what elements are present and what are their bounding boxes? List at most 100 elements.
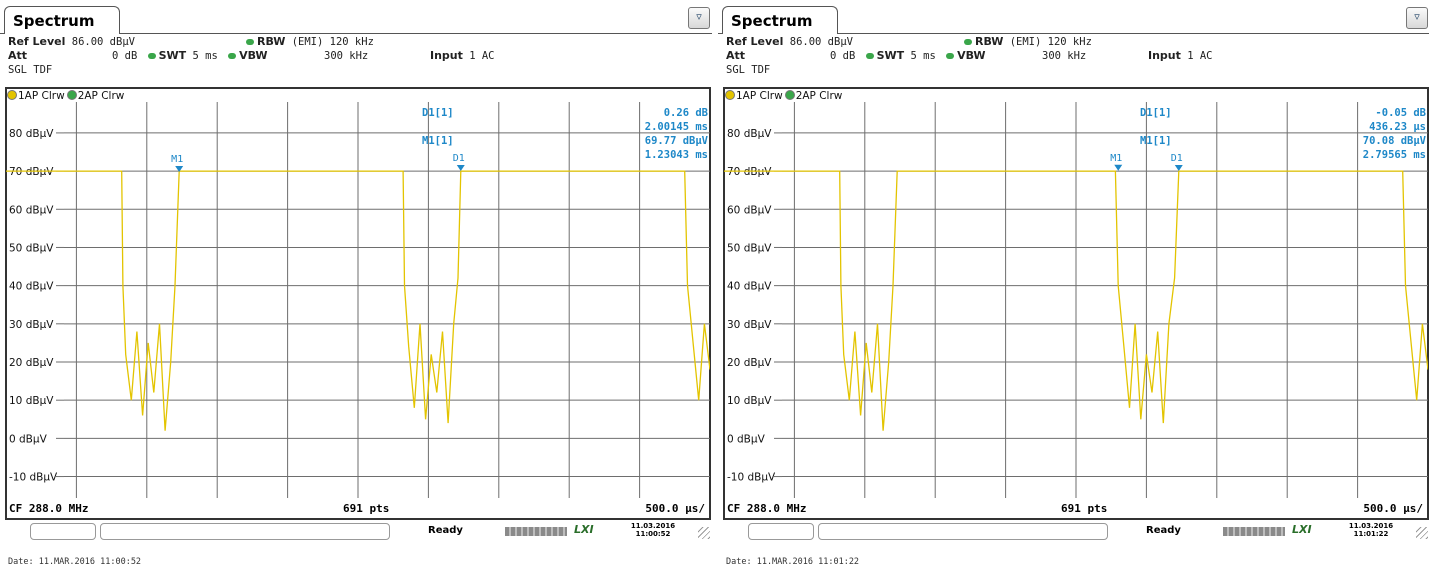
- resize-grip-icon[interactable]: [1416, 527, 1428, 539]
- progress-bar: [1223, 527, 1285, 536]
- input-label: Input: [430, 49, 463, 62]
- status-field-2[interactable]: [100, 523, 390, 540]
- y-tick-label: 70 dBµV: [9, 166, 54, 178]
- sweep-mode: SGL TDF: [726, 64, 771, 76]
- settings-panel: Ref Level 86.00 dBµV RBW (EMI) 120 kHz A…: [726, 35, 1426, 87]
- ref-level-label: Ref Level: [726, 35, 784, 48]
- rbw-label: RBW: [257, 35, 286, 48]
- preset-icon[interactable]: ▿: [688, 7, 710, 29]
- marker-readout-value: 70.08 dBµV: [1363, 135, 1427, 147]
- marker-d1-icon[interactable]: [456, 164, 465, 171]
- status-text: Ready: [1146, 525, 1181, 536]
- diagram-footer: CF 288.0 MHz 691 pts 500.0 µs/: [7, 500, 709, 518]
- trace1-dot-icon: [7, 90, 17, 100]
- status-date: 11.03.2016: [630, 522, 676, 530]
- tab-spectrum[interactable]: Spectrum: [4, 6, 120, 34]
- rbw-coupled-icon: [246, 39, 254, 45]
- status-field-2[interactable]: [818, 523, 1108, 540]
- input-value: 1 AC: [469, 50, 495, 62]
- marker-m1-icon[interactable]: [1114, 164, 1123, 171]
- marker-flag-m1: M1: [1110, 153, 1122, 164]
- marker-flag-d1: D1: [1171, 153, 1183, 164]
- swt-label: SWT: [876, 49, 905, 62]
- ref-level-value: 86.00 dBµV: [71, 36, 135, 48]
- marker-readout-label: M1[1]: [422, 135, 454, 147]
- y-tick-label: 10 dBµV: [727, 395, 772, 407]
- trace1-label[interactable]: 1AP Clrw: [736, 90, 783, 102]
- input-value: 1 AC: [1187, 50, 1213, 62]
- marker-d1-icon[interactable]: [1174, 164, 1183, 171]
- trace-legend: 1AP Clrw 2AP Clrw: [7, 89, 124, 103]
- y-tick-label: 80 dBµV: [727, 128, 772, 140]
- y-tick-label: 10 dBµV: [9, 395, 54, 407]
- rbw-value: (EMI) 120 kHz: [291, 36, 374, 48]
- status-time: 11:01:22: [1353, 530, 1389, 538]
- marker-readout-value: 436.23 µs: [1369, 121, 1426, 133]
- vbw-value: 300 kHz: [324, 50, 369, 62]
- marker-flag-m1: M1: [171, 154, 183, 165]
- y-tick-label: 30 dBµV: [727, 319, 772, 331]
- vbw-label: VBW: [239, 49, 268, 62]
- status-text: Ready: [428, 525, 463, 536]
- y-tick-label: -10 dBµV: [727, 472, 776, 484]
- y-tick-label: 60 dBµV: [9, 204, 54, 216]
- rbw-coupled-icon: [964, 39, 972, 45]
- y-tick-label: 40 dBµV: [9, 281, 54, 293]
- marker-readout-value: 2.79565 ms: [1363, 149, 1426, 161]
- marker-readout-value: 1.23043 ms: [645, 149, 708, 161]
- swt-value: 5 ms: [910, 50, 936, 62]
- progress-bar: [505, 527, 567, 536]
- spectrum-panel: Spectrum ▿ Ref Level 86.00 dBµV RBW (EMI…: [718, 3, 1429, 543]
- y-tick-label: 40 dBµV: [727, 281, 772, 293]
- y-tick-label: 0 dBµV: [9, 433, 48, 445]
- trace2-dot-icon: [784, 90, 795, 100]
- trace2-label[interactable]: 2AP Clrw: [77, 90, 125, 102]
- resize-grip-icon[interactable]: [698, 527, 710, 539]
- swt-label: SWT: [158, 49, 187, 62]
- ref-level-value: 86.00 dBµV: [789, 36, 853, 48]
- marker-readout-label: M1[1]: [1140, 135, 1172, 147]
- vbw-value: 300 kHz: [1042, 50, 1087, 62]
- marker-flag-d1: D1: [453, 153, 465, 164]
- marker-readout-label: D1[1]: [422, 107, 454, 119]
- sweep-points: 691 pts: [1061, 502, 1108, 515]
- marker-readout-value: 69.77 dBµV: [645, 135, 709, 147]
- preset-icon[interactable]: ▿: [1406, 7, 1428, 29]
- spectrum-chart[interactable]: 80 dBµV 70 dBµV 60 dBµV 50 dBµV 40 dBµV 30 dB…: [724, 102, 1428, 498]
- vbw-label: VBW: [957, 49, 986, 62]
- att-value: 0 dB: [112, 50, 138, 62]
- capture-date: Date: 11.MAR.2016 11:01:22: [726, 557, 860, 567]
- status-bar: Ready LXI 11.03.2016 11:00:52: [0, 521, 712, 543]
- att-label: Att: [726, 49, 746, 62]
- rbw-label: RBW: [975, 35, 1004, 48]
- swt-coupled-icon: [865, 53, 874, 59]
- y-tick-label: 50 dBµV: [9, 242, 54, 254]
- ref-level-label: Ref Level: [8, 35, 66, 48]
- spectrum-chart[interactable]: 80 dBµV 70 dBµV 60 dBµV 50 dBµV 40 dBµV 30 dB…: [6, 102, 710, 498]
- y-tick-label: 60 dBµV: [727, 204, 772, 216]
- status-datetime: 11.03.2016 11:00:52: [628, 522, 678, 538]
- y-tick-label: 50 dBµV: [727, 242, 772, 254]
- time-per-division: 500.0 µs/: [645, 502, 705, 515]
- att-label: Att: [8, 49, 28, 62]
- trace1-label[interactable]: 1AP Clrw: [18, 90, 65, 102]
- status-field-1[interactable]: [30, 523, 96, 540]
- tab-spectrum[interactable]: Spectrum: [722, 6, 838, 34]
- swt-value: 5 ms: [192, 50, 218, 62]
- swt-coupled-icon: [147, 53, 156, 59]
- status-bar: Ready LXI 11.03.2016 11:01:22: [718, 521, 1429, 543]
- att-value: 0 dB: [830, 50, 856, 62]
- trace1-dot-icon: [725, 90, 735, 100]
- trace2-label[interactable]: 2AP Clrw: [795, 90, 843, 102]
- y-tick-label: 30 dBµV: [9, 319, 54, 331]
- rbw-value: (EMI) 120 kHz: [1009, 36, 1092, 48]
- time-per-division: 500.0 µs/: [1363, 502, 1423, 515]
- y-tick-label: 20 dBµV: [9, 357, 54, 369]
- input-label: Input: [1148, 49, 1181, 62]
- marker-m1-icon[interactable]: [175, 165, 184, 172]
- status-field-1[interactable]: [748, 523, 814, 540]
- spectrum-panel: Spectrum ▿ Ref Level 86.00 dBµV RBW (EMI…: [0, 3, 712, 543]
- marker-readout-value: 2.00145 ms: [645, 121, 708, 133]
- tab-divider: [718, 33, 1429, 34]
- sweep-mode: SGL TDF: [8, 64, 53, 76]
